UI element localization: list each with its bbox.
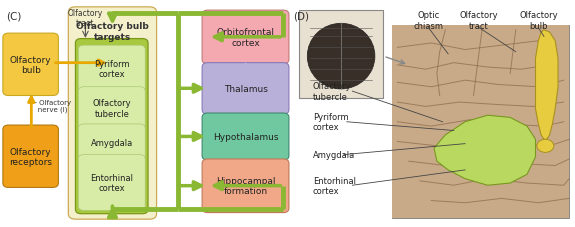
FancyBboxPatch shape <box>299 11 384 98</box>
Text: Thalamus: Thalamus <box>224 84 267 94</box>
Text: (C): (C) <box>6 11 21 21</box>
Text: (D): (D) <box>293 11 309 21</box>
FancyBboxPatch shape <box>392 26 569 218</box>
FancyBboxPatch shape <box>78 155 145 210</box>
Text: Optic
chiasm: Optic chiasm <box>413 11 443 30</box>
Text: Amygdala: Amygdala <box>91 138 133 147</box>
Polygon shape <box>535 31 558 140</box>
Text: Olfactory bulb
targets: Olfactory bulb targets <box>76 22 149 42</box>
Text: Olfactory
tract: Olfactory tract <box>460 11 499 30</box>
Text: Olfactory
tract: Olfactory tract <box>68 9 103 28</box>
FancyBboxPatch shape <box>3 34 59 96</box>
Text: Entorhinal
cortex: Entorhinal cortex <box>90 173 133 192</box>
Text: Olfactory
bulb: Olfactory bulb <box>10 55 51 75</box>
Text: Hypothalamus: Hypothalamus <box>213 132 278 141</box>
Ellipse shape <box>537 140 554 153</box>
FancyBboxPatch shape <box>202 11 289 64</box>
Text: Pyriform
cortex: Pyriform cortex <box>94 60 129 79</box>
FancyBboxPatch shape <box>3 126 59 188</box>
FancyBboxPatch shape <box>78 87 145 130</box>
Text: Orbitofrontal
cortex: Orbitofrontal cortex <box>217 28 274 47</box>
FancyBboxPatch shape <box>78 46 145 93</box>
FancyBboxPatch shape <box>68 8 156 219</box>
Ellipse shape <box>307 24 375 89</box>
FancyBboxPatch shape <box>202 159 289 213</box>
Text: ← Olfactory
   nerve (I): ← Olfactory nerve (I) <box>32 99 71 113</box>
FancyBboxPatch shape <box>392 26 569 218</box>
Text: Entorhinal
cortex: Entorhinal cortex <box>313 176 356 195</box>
Text: Olfactory
receptors: Olfactory receptors <box>9 147 52 166</box>
FancyBboxPatch shape <box>75 39 148 214</box>
FancyBboxPatch shape <box>202 63 289 115</box>
Text: Olfactory
tubercle: Olfactory tubercle <box>313 82 351 101</box>
Text: Hippocampal
formation: Hippocampal formation <box>216 176 275 196</box>
Text: Olfactory
tubercle: Olfactory tubercle <box>93 99 131 118</box>
Text: Amygdala: Amygdala <box>313 151 355 159</box>
FancyBboxPatch shape <box>78 124 145 160</box>
Text: Olfactory
bulb: Olfactory bulb <box>519 11 558 30</box>
Text: Pyriform
cortex: Pyriform cortex <box>313 113 348 132</box>
FancyBboxPatch shape <box>202 114 289 160</box>
Polygon shape <box>434 116 535 185</box>
